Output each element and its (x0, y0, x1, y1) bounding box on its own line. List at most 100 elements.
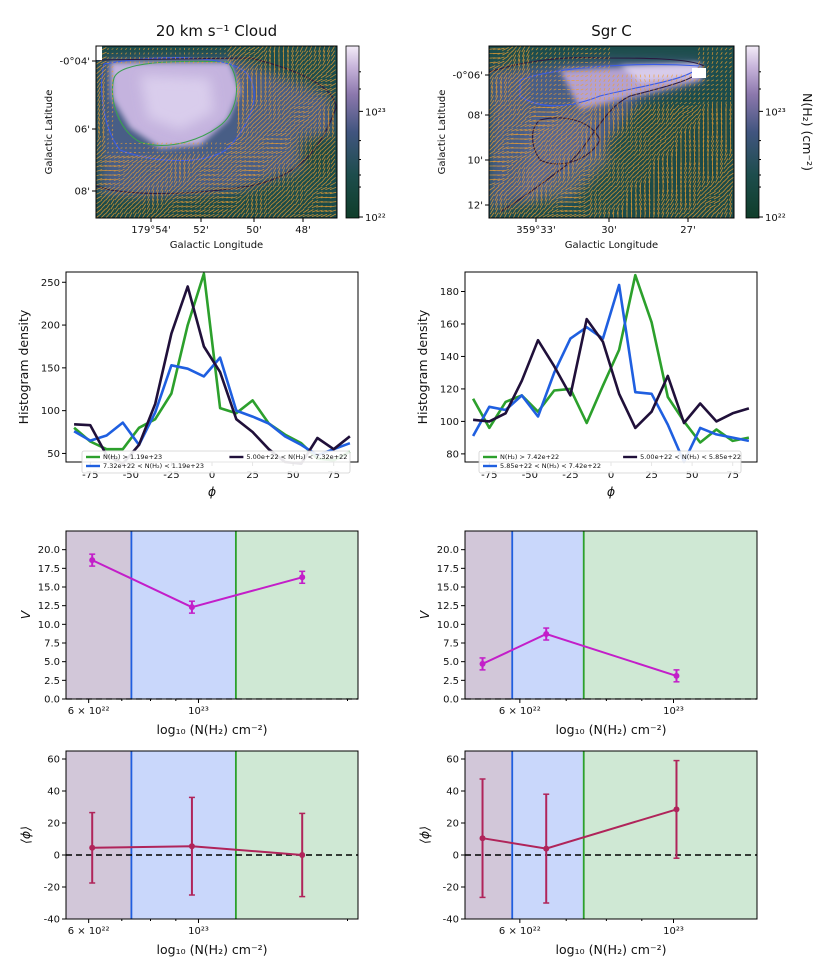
vector-segment (571, 158, 575, 165)
vector-segment (499, 198, 503, 206)
vector-segment (516, 95, 522, 102)
vector-segment (312, 87, 318, 92)
vector-segment (151, 142, 155, 145)
vector-segment (670, 198, 674, 206)
series-line-blue (73, 356, 351, 457)
band-low (465, 531, 513, 699)
vector-segment (183, 162, 186, 170)
vector-segment (259, 198, 263, 206)
vector-segment (499, 203, 503, 210)
vector-segment (280, 154, 287, 160)
vector-segment (578, 213, 586, 218)
vector-segment (489, 155, 496, 159)
vector-segment (525, 91, 531, 97)
vector-segment (607, 103, 611, 112)
vector-segment (330, 140, 336, 147)
vector-segment (521, 185, 526, 192)
vector-segment (327, 50, 330, 57)
x-tick-label: 6 × 10²² (499, 706, 541, 717)
vector-segment (276, 208, 282, 214)
vector-segment (556, 204, 563, 209)
vector-segment (285, 132, 291, 137)
vector-segment (160, 189, 164, 197)
vector-segment (593, 153, 598, 161)
vector-segment (535, 47, 539, 51)
vector-segment (702, 112, 705, 121)
vector-segment (101, 140, 106, 147)
vector-segment (190, 195, 197, 200)
vector-segment (507, 50, 513, 57)
vector-segment (105, 208, 111, 214)
vector-segment (280, 204, 287, 209)
vector-segment (620, 126, 625, 134)
vector-segment (212, 209, 220, 213)
vector-segment (562, 61, 566, 64)
vector-segment (638, 194, 643, 201)
vector-segment (617, 92, 619, 96)
vector-segment (245, 198, 250, 206)
vector-segment (172, 209, 179, 213)
vector-segment (235, 182, 242, 186)
vector-segment (638, 144, 643, 152)
vector-segment (212, 177, 220, 182)
vector-segment (329, 182, 337, 186)
vector-segment (249, 145, 255, 151)
vector-segment (580, 149, 584, 156)
vector-segment (321, 100, 327, 106)
x-tick-label: 52' (193, 225, 208, 236)
vector-segment (259, 189, 263, 197)
vector-segment (197, 142, 199, 145)
vector-segment (507, 72, 513, 80)
vector-segment (549, 88, 552, 91)
vector-segment (516, 185, 522, 192)
vector-segment (226, 182, 233, 186)
vector-segment (258, 131, 264, 138)
vector-segment (720, 92, 723, 96)
colorbar (745, 45, 760, 219)
vector-segment (589, 101, 593, 105)
vector-segment (597, 181, 603, 187)
vector-segment (502, 164, 509, 168)
vector-segment (222, 177, 228, 182)
vector-segment (152, 61, 154, 64)
vector-segment (539, 180, 544, 188)
vector-segment (552, 162, 558, 170)
vector-segment (670, 97, 674, 100)
vector-segment (688, 162, 692, 170)
vector-segment (187, 153, 191, 161)
vector-segment (599, 78, 601, 83)
vector-segment (680, 162, 682, 170)
vector-segment (594, 135, 597, 143)
vector-segment (611, 167, 616, 174)
vector-segment (570, 136, 576, 142)
vector-segment (312, 100, 318, 106)
vector-segment (178, 171, 182, 179)
vector-segment (100, 164, 107, 168)
vector-segment (589, 135, 593, 143)
vector-segment (503, 95, 508, 102)
vector-segment (262, 141, 269, 146)
vector-segment (561, 109, 567, 115)
vector-segment (210, 57, 213, 59)
vector-segment (571, 65, 575, 69)
vector-segment (574, 213, 581, 218)
vector-segment (267, 190, 273, 196)
map-image (489, 46, 734, 218)
vector-segment (715, 135, 719, 143)
vector-segment (612, 92, 615, 96)
vector-segment (648, 198, 651, 206)
vector-segment (684, 144, 687, 152)
vector-segment (498, 189, 504, 197)
vector-segment (321, 136, 327, 142)
data-point (188, 604, 195, 611)
vector-segment (644, 78, 646, 83)
vector-segment (258, 212, 264, 218)
vector-segment (294, 131, 300, 138)
x-tick-label: 10²³ (188, 706, 209, 717)
vector-segment (195, 199, 201, 205)
vector-segment (507, 190, 513, 196)
vector-segment (719, 176, 724, 183)
vector-segment (262, 132, 269, 137)
vector-segment (326, 162, 331, 170)
vector-segment (499, 85, 503, 94)
